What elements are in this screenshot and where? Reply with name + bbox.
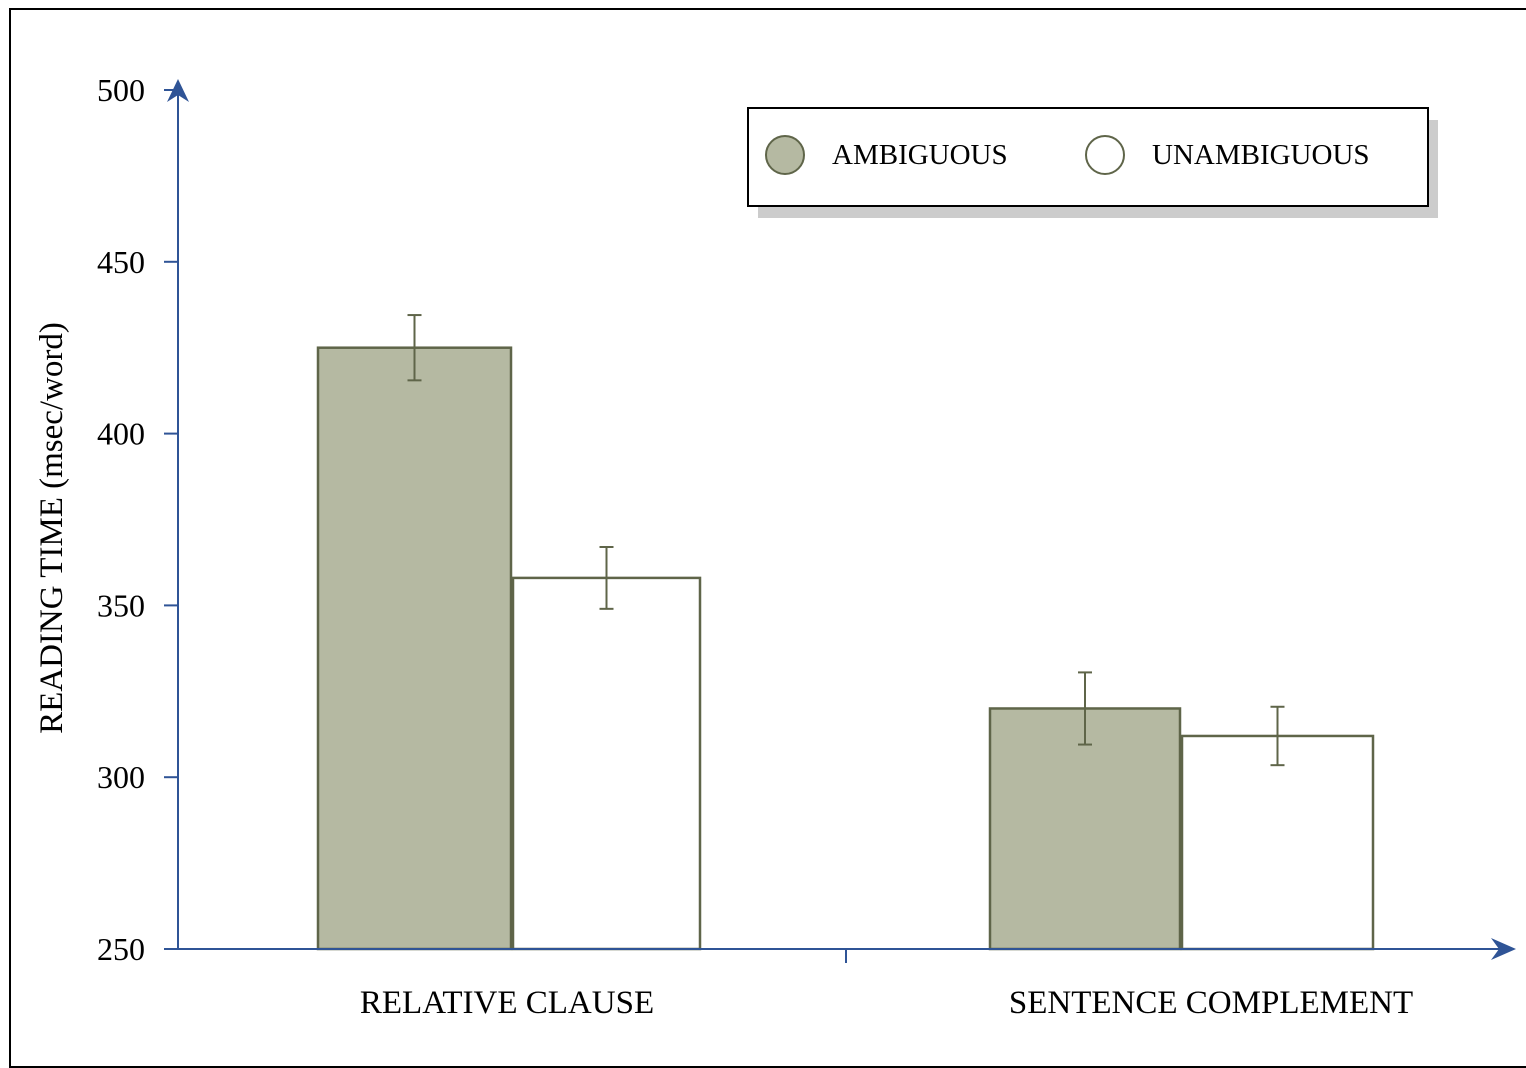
y-tick-label: 300	[97, 759, 145, 795]
legend-label-unambiguous: UNAMBIGUOUS	[1152, 139, 1370, 171]
y-tick-label: 250	[97, 931, 145, 967]
bar-unambiguous-2	[1182, 736, 1373, 949]
legend-swatch-ambiguous	[766, 136, 804, 174]
y-tick-label: 450	[97, 244, 145, 280]
bar-ambiguous-1	[318, 348, 511, 949]
y-tick-label: 400	[97, 416, 145, 452]
bars-layer	[318, 315, 1373, 949]
bar-unambiguous-1	[513, 578, 700, 949]
category-labels-layer: RELATIVE CLAUSE SENTENCE COMPLEMENT	[360, 985, 1413, 1021]
y-tick-label: 500	[97, 72, 145, 108]
category-label: SENTENCE COMPLEMENT	[1009, 985, 1413, 1021]
category-label: RELATIVE CLAUSE	[360, 985, 654, 1021]
y-tick-label: 350	[97, 587, 145, 623]
legend-label-ambiguous: AMBIGUOUS	[832, 139, 1008, 171]
legend: AMBIGUOUS UNAMBIGUOUS	[748, 108, 1438, 218]
y-ticks-layer: 250 300 350 400 450 500	[97, 72, 178, 967]
y-axis-label: READING TIME (msec/word)	[34, 322, 70, 734]
legend-swatch-unambiguous	[1086, 136, 1124, 174]
